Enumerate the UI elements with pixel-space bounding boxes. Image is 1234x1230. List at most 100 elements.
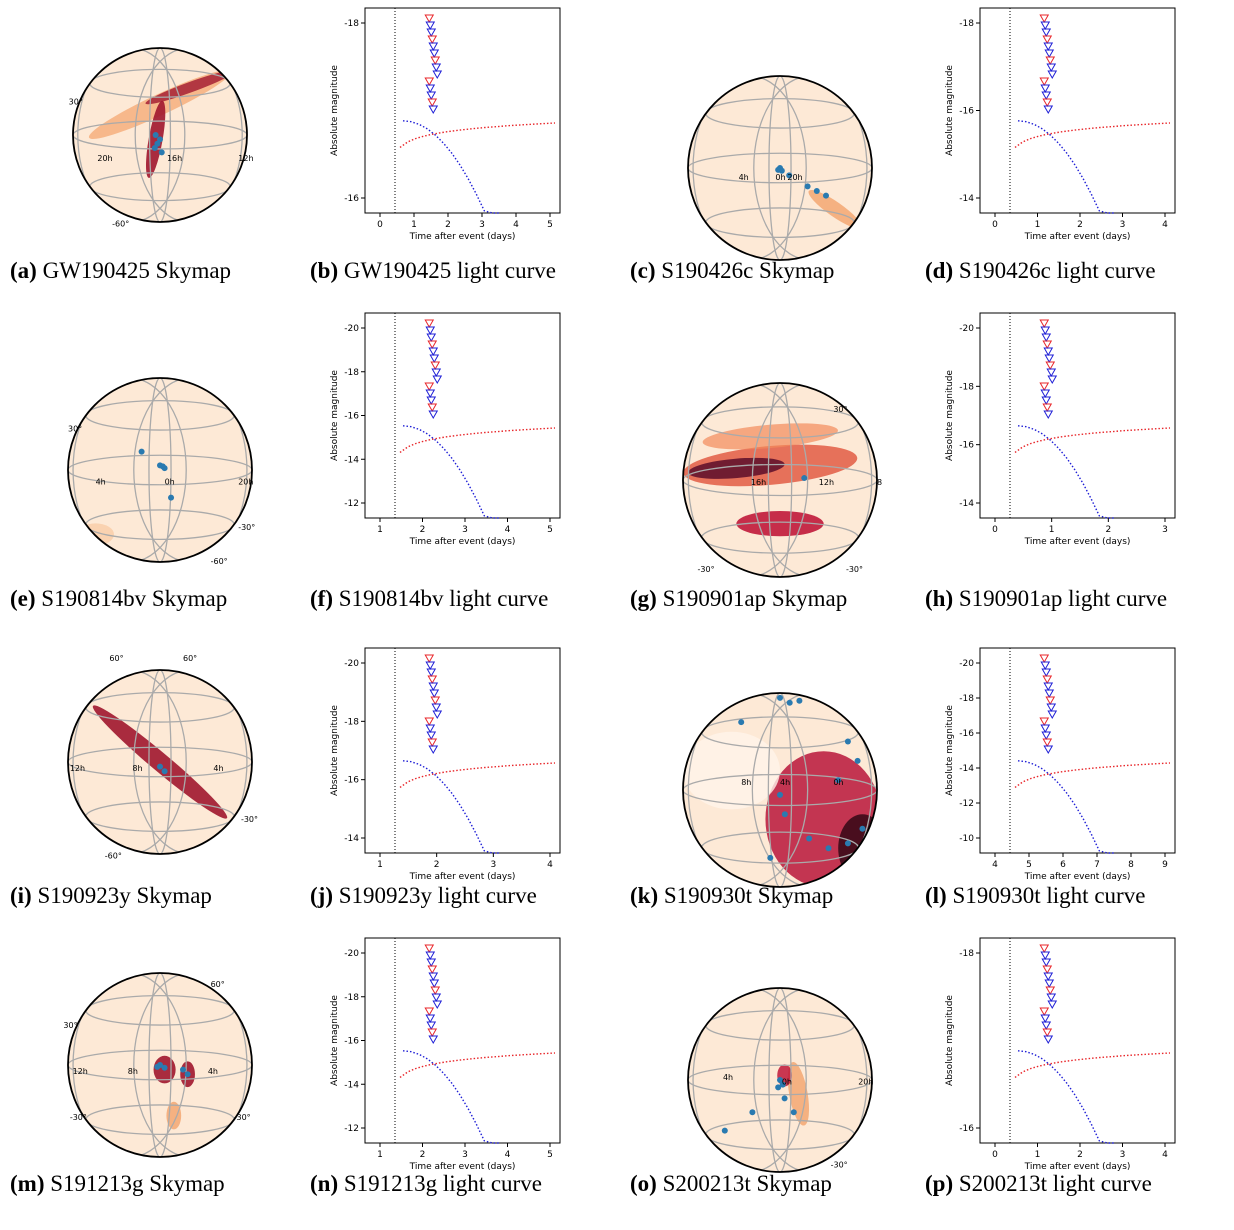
sky-outline — [687, 75, 873, 261]
x-tick-label: 6 — [1060, 860, 1066, 870]
y-tick-label: -20 — [344, 659, 359, 669]
upper-limit-marker — [430, 696, 441, 706]
y-tick-label: -14 — [344, 1080, 359, 1090]
y-axis-label: Absolute magnitude — [945, 65, 955, 156]
sky-coordinate-label: 4h — [208, 1067, 218, 1076]
upper-limit-marker — [432, 70, 443, 80]
y-tick-label: -20 — [344, 324, 359, 334]
upper-limit-marker — [1039, 944, 1050, 954]
upper-limit-marker — [1045, 361, 1056, 371]
subfigure-caption: (m) S191213g Skymap — [10, 1168, 225, 1199]
galaxy-marker — [801, 475, 808, 482]
upper-limit-marker — [1043, 105, 1054, 115]
sky-coordinate-label: -30° — [70, 1113, 87, 1122]
upper-limit-marker — [1046, 368, 1057, 378]
longitude-line — [768, 988, 792, 1172]
longitude-line — [133, 378, 248, 562]
galaxy-marker — [796, 697, 803, 704]
y-tick-label: -18 — [959, 694, 974, 704]
probability-region — [145, 70, 236, 105]
galaxy-marker — [767, 854, 774, 861]
upper-limit-marker — [426, 668, 437, 678]
x-tick-label: 0 — [992, 525, 998, 535]
y-tick-label: -16 — [344, 412, 359, 422]
x-tick-label: 3 — [1120, 220, 1126, 230]
longitude-line — [72, 378, 187, 562]
sky-sphere — [68, 378, 252, 562]
longitude-line — [767, 383, 793, 577]
upper-limit-marker — [426, 731, 437, 741]
upper-limit-marker — [1041, 396, 1052, 406]
sky-coordinate-label: 4h — [96, 478, 106, 487]
latitude-line — [73, 120, 247, 150]
x-tick-label: 2 — [1077, 220, 1083, 230]
x-tick-label: 1 — [1035, 1150, 1041, 1160]
subfigure-caption: (p) S200213t light curve — [925, 1168, 1152, 1199]
galaxy-marker — [844, 738, 851, 745]
y-axis-label: Absolute magnitude — [330, 370, 340, 461]
upper-limit-marker — [425, 84, 436, 94]
y-tick-label: -16 — [959, 1124, 974, 1134]
y-tick-label: -14 — [344, 834, 359, 844]
y-axis-label: Absolute magnitude — [945, 370, 955, 461]
lightcurve-13: 1 2 3 4 5 -20 -18 -16 -14 -12 Time after event (da… — [330, 937, 561, 1172]
skymap-8: 60° 60° 12h 8h 4h -30° -60° — [67, 654, 258, 861]
galaxy-marker — [738, 719, 745, 726]
upper-limit-marker — [1041, 731, 1052, 741]
galaxy-marker — [777, 1077, 783, 1083]
subfigure-letter: (e) — [10, 586, 42, 611]
upper-limit-marker — [424, 77, 435, 87]
subfigure-letter: (o) — [630, 1171, 663, 1196]
probability-region — [683, 731, 780, 810]
longitude-line — [753, 988, 868, 1172]
sky-coordinate-label: 20h — [787, 173, 802, 182]
x-tick-label: 3 — [462, 525, 468, 535]
x-tick-label: 7 — [1094, 860, 1100, 870]
x-tick-label: 4 — [547, 860, 553, 870]
subfigure-letter: (k) — [630, 883, 664, 908]
longitude-line — [692, 988, 807, 1172]
galaxy-marker — [779, 1081, 786, 1088]
caption-text: GW190425 light curve — [343, 258, 556, 283]
galaxy-marker — [786, 172, 793, 179]
y-tick-label: -14 — [959, 764, 974, 774]
y-tick-label: -20 — [959, 659, 974, 669]
blue-model-curve — [1017, 425, 1116, 519]
upper-limit-marker — [431, 993, 442, 1003]
upper-limit-marker — [427, 1028, 438, 1038]
upper-limit-marker — [431, 63, 442, 73]
blue-model-curve — [402, 425, 501, 519]
y-tick-label: -16 — [344, 776, 359, 786]
x-tick-label: 5 — [547, 525, 553, 535]
longitude-line — [692, 76, 807, 260]
upper-limit-marker — [429, 354, 440, 364]
x-tick-label: 8 — [1128, 860, 1134, 870]
plot-frame — [979, 647, 1176, 854]
subfigure-caption: (l) S190930t light curve — [925, 880, 1145, 911]
longitude-line — [687, 693, 809, 887]
subfigure-letter: (f) — [310, 586, 339, 611]
blue-model-curve — [1017, 760, 1116, 854]
upper-limit-marker — [1041, 91, 1052, 101]
galaxy-marker — [813, 188, 820, 194]
latitude-line — [68, 1049, 252, 1081]
y-axis-label: Absolute magnitude — [945, 705, 955, 796]
sky-coordinate-label: 12h — [238, 154, 253, 163]
upper-limit-marker — [424, 319, 435, 329]
sky-coordinate-label: -60° — [211, 557, 228, 566]
red-model-curve — [1014, 427, 1171, 453]
upper-limit-marker — [1041, 1021, 1052, 1031]
lightcurve-1: 0 1 2 3 4 5 -18 -16 Time after event (days) Absol… — [330, 7, 561, 242]
red-model-curve — [399, 427, 556, 453]
x-tick-label: 4 — [992, 860, 998, 870]
y-tick-label: -12 — [344, 499, 359, 509]
upper-limit-marker — [1046, 63, 1057, 73]
caption-text: S190923y light curve — [338, 883, 537, 908]
subfigure-n: 1 2 3 4 5 -20 -18 -16 -14 -12 Time after event (da… — [310, 930, 610, 1230]
subfigure-letter: (b) — [310, 258, 344, 283]
upper-limit-marker — [424, 14, 435, 24]
galaxy-marker — [158, 149, 165, 156]
upper-limit-marker — [1047, 710, 1058, 720]
x-tick-label: 0 — [992, 1150, 998, 1160]
upper-limit-marker — [428, 42, 439, 52]
